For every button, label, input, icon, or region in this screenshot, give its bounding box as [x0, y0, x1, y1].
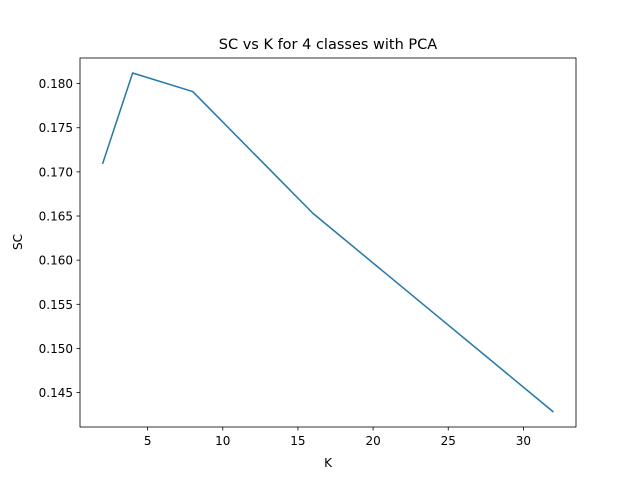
- chart-title: SC vs K for 4 classes with PCA: [219, 37, 438, 53]
- x-tick-label: 10: [215, 434, 230, 448]
- x-tick-label: 30: [516, 434, 531, 448]
- x-axis-ticks: 5 10 15 20 25 30: [144, 427, 531, 448]
- y-tick-label: 0.180: [39, 77, 73, 91]
- y-tick-label: 0.155: [39, 298, 73, 312]
- x-tick-label: 5: [144, 434, 152, 448]
- x-tick-label: 15: [290, 434, 305, 448]
- y-tick-label: 0.170: [39, 165, 73, 179]
- y-axis-label: SC: [11, 234, 25, 250]
- series-line: [101, 72, 554, 413]
- y-tick-label: 0.150: [39, 342, 73, 356]
- x-tick-label: 20: [365, 434, 380, 448]
- plot-area: [79, 57, 577, 428]
- x-tick-label: 25: [441, 434, 456, 448]
- y-tick-label: 0.145: [39, 386, 73, 400]
- y-tick-label: 0.165: [39, 210, 73, 224]
- y-tick-label: 0.160: [39, 254, 73, 268]
- y-tick-label: 0.175: [39, 121, 73, 135]
- x-axis-label: K: [324, 456, 333, 470]
- series-layer: [101, 72, 554, 413]
- y-axis-ticks: 0.145 0.150 0.155 0.160 0.165 0.170 0.175 0.180: [39, 77, 80, 400]
